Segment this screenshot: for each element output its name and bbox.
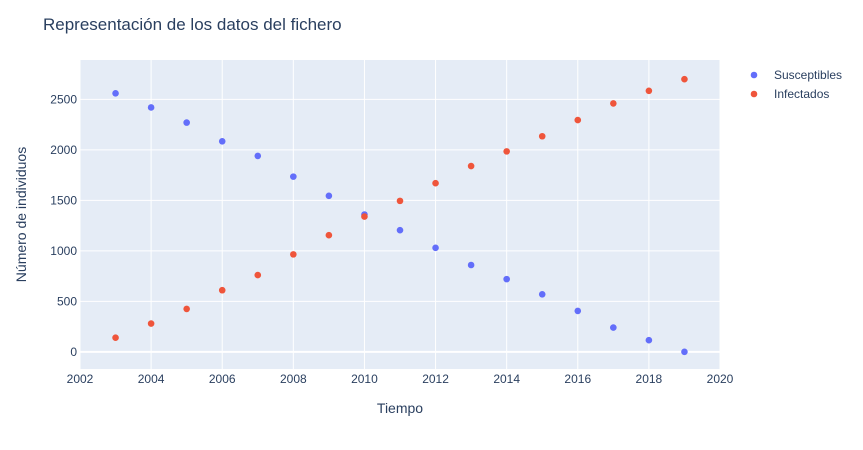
data-point-susceptibles[interactable] [645, 336, 653, 344]
data-point-susceptibles[interactable] [254, 152, 262, 160]
chart-title: Representación de los datos del fichero [43, 15, 342, 34]
data-point-infectados[interactable] [112, 334, 119, 341]
data-point-infectados[interactable] [645, 87, 653, 95]
data-point-infectados[interactable] [218, 286, 226, 294]
x-tick-label: 2012 [422, 372, 449, 386]
data-point-susceptibles[interactable] [218, 137, 226, 145]
legend-marker [750, 90, 758, 98]
data-points [112, 75, 688, 356]
x-tick-label: 2008 [280, 372, 307, 386]
y-tick-label: 1000 [50, 244, 77, 258]
data-point-susceptibles[interactable] [396, 226, 404, 234]
x-tick-label: 2004 [138, 372, 165, 386]
x-axis-title: Tiempo [377, 400, 423, 416]
data-point-infectados[interactable] [610, 100, 617, 107]
data-point-susceptibles[interactable] [503, 275, 510, 283]
legend-item-infectados[interactable]: Infectados [750, 87, 830, 101]
data-point-susceptibles[interactable] [290, 173, 297, 180]
data-point-infectados[interactable] [574, 116, 582, 124]
y-tick-label: 1500 [50, 193, 77, 207]
legend-label: Infectados [774, 87, 829, 101]
y-tick-label: 0 [70, 345, 77, 359]
data-point-susceptibles[interactable] [574, 307, 582, 315]
x-axis-ticks: 2002 2004 2006 2008 2010 2012 2014 2016 2018 2020 [67, 372, 734, 386]
x-tick-label: 2018 [636, 372, 663, 386]
y-tick-label: 2000 [50, 143, 77, 157]
data-point-infectados[interactable] [467, 162, 475, 170]
y-tick-label: 2500 [50, 92, 77, 106]
data-point-susceptibles[interactable] [183, 119, 190, 126]
legend-item-susceptibles[interactable]: Susceptibles [750, 68, 842, 82]
data-point-infectados[interactable] [147, 320, 155, 327]
y-tick-label: 500 [57, 294, 77, 308]
x-tick-label: 2014 [493, 372, 520, 386]
data-point-susceptibles[interactable] [467, 261, 475, 269]
x-tick-label: 2002 [67, 372, 94, 386]
data-point-susceptibles[interactable] [610, 324, 617, 331]
data-point-infectados[interactable] [432, 179, 439, 187]
data-point-susceptibles[interactable] [325, 192, 333, 200]
legend-marker [750, 71, 758, 79]
legend-label: Susceptibles [774, 68, 842, 82]
x-tick-label: 2010 [351, 372, 378, 386]
data-point-susceptibles[interactable] [147, 104, 155, 111]
data-point-infectados[interactable] [503, 148, 510, 155]
data-point-infectados[interactable] [325, 231, 333, 239]
y-axis-title: Número de individuos [13, 147, 29, 282]
data-point-susceptibles[interactable] [432, 244, 439, 252]
data-point-infectados[interactable] [254, 271, 262, 279]
data-point-infectados[interactable] [538, 132, 546, 140]
data-point-susceptibles[interactable] [538, 290, 546, 298]
x-tick-label: 2016 [564, 372, 591, 386]
series-infectados [112, 75, 688, 341]
data-point-infectados[interactable] [681, 75, 688, 83]
data-point-infectados[interactable] [361, 213, 368, 220]
x-tick-label: 2020 [707, 372, 734, 386]
data-point-susceptibles[interactable] [681, 348, 688, 356]
y-axis-ticks: 0 500 1000 1500 2000 2500 [50, 92, 77, 358]
data-point-susceptibles[interactable] [112, 90, 119, 97]
plot-area [80, 60, 720, 369]
x-tick-label: 2006 [209, 372, 236, 386]
data-point-infectados[interactable] [396, 197, 404, 205]
legend: Susceptibles Infectados [750, 68, 842, 101]
data-point-infectados[interactable] [290, 251, 297, 258]
data-point-infectados[interactable] [183, 305, 190, 313]
